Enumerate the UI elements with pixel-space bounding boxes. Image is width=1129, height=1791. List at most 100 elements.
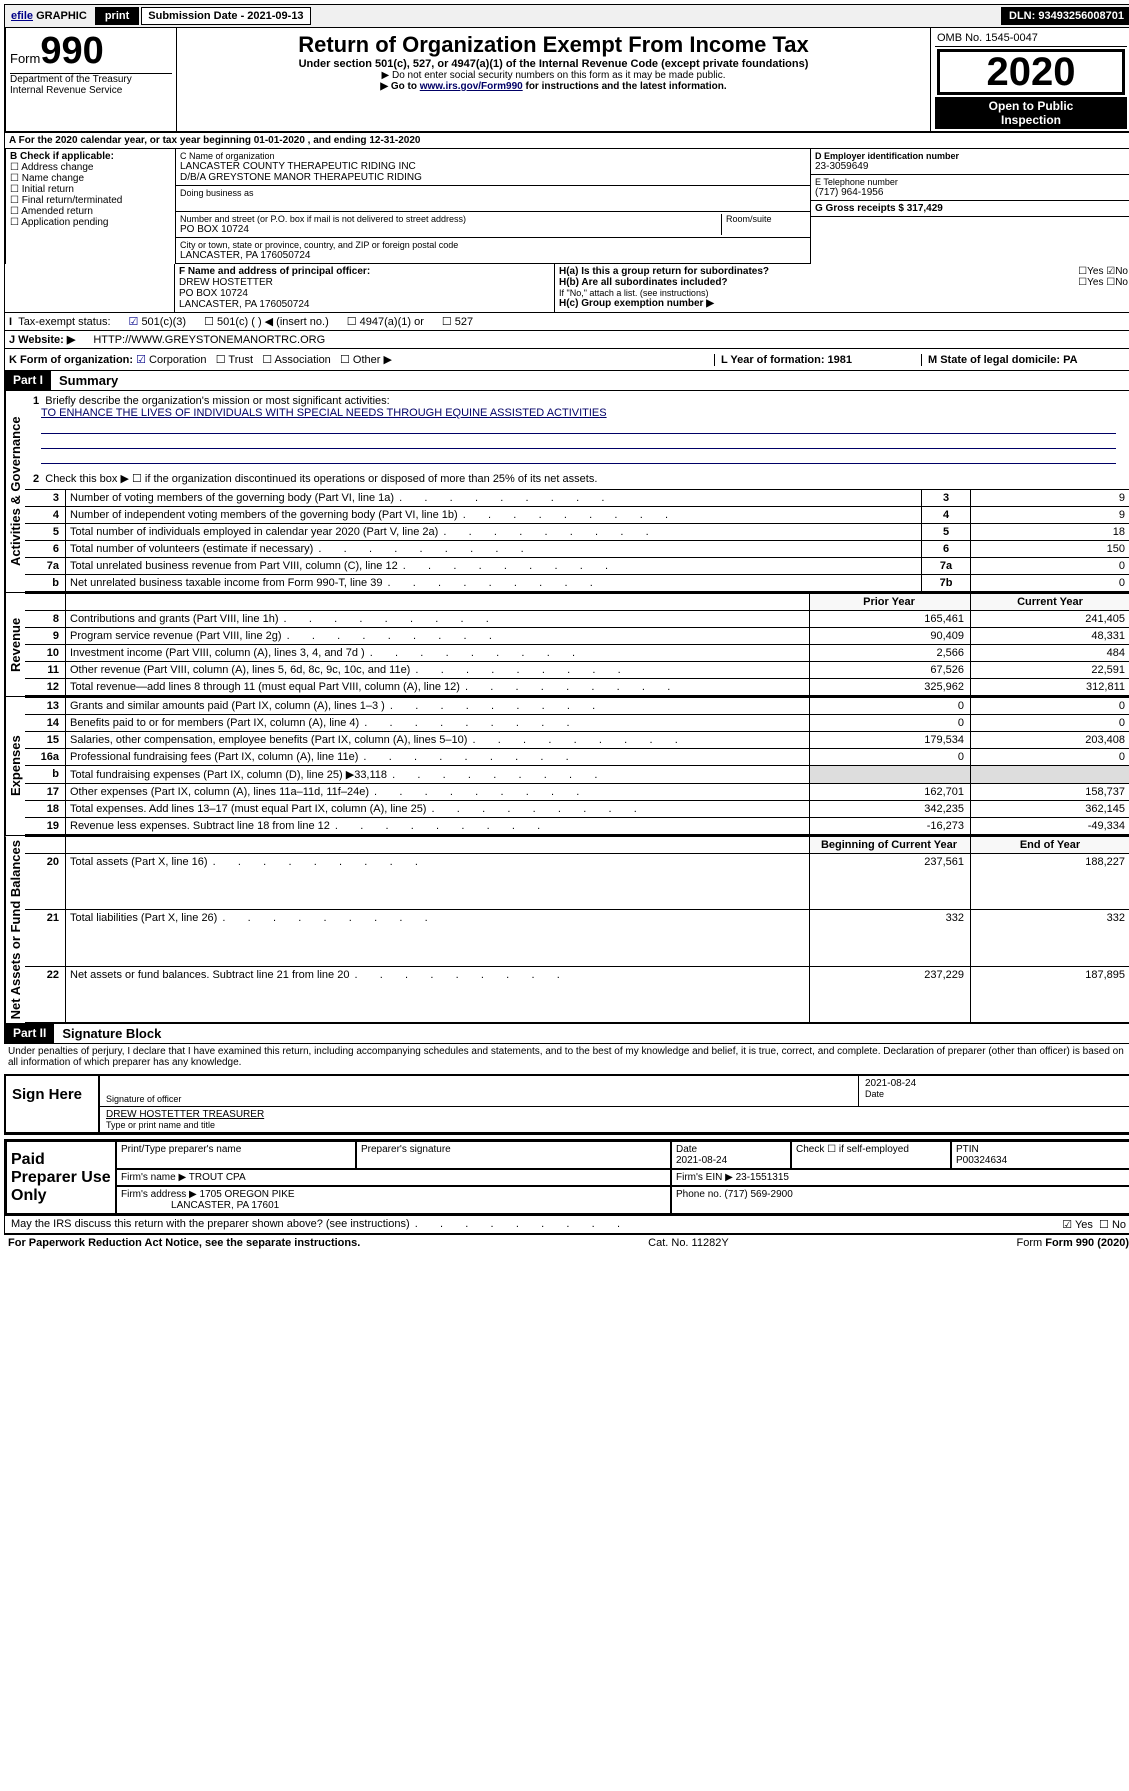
chk-amended[interactable]: Amended return <box>10 206 171 217</box>
chk-4947[interactable] <box>347 316 360 328</box>
netassets-section: Net Assets or Fund Balances Beginning of… <box>4 836 1129 1024</box>
opt-corp: Corporation <box>149 354 206 366</box>
table-row: 21 Total liabilities (Part X, line 26)33… <box>25 910 1129 966</box>
goto-link[interactable]: www.irs.gov/Form990 <box>420 81 523 92</box>
ha-yes[interactable]: Yes <box>1087 266 1103 277</box>
opt-501c3: 501(c)(3) <box>141 316 186 328</box>
hb-row: H(b) Are all subordinates included? ☐Yes… <box>559 277 1128 288</box>
prep-date-value: 2021-08-24 <box>676 1155 727 1166</box>
side-netassets: Net Assets or Fund Balances <box>5 836 25 1023</box>
tax-year: 2020 <box>937 49 1125 95</box>
governance-section: Activities & Governance 1 Briefly descri… <box>4 391 1129 593</box>
table-row: 8 Contributions and grants (Part VIII, l… <box>25 611 1129 628</box>
efile-link[interactable]: efile <box>11 10 33 22</box>
table-row: b Net unrelated business taxable income … <box>25 575 1129 592</box>
may-irs-row: May the IRS discuss this return with the… <box>4 1216 1129 1234</box>
table-row: 11 Other revenue (Part VIII, column (A),… <box>25 662 1129 679</box>
chk-527[interactable] <box>442 316 455 328</box>
may-irs-yes[interactable]: Yes <box>1075 1219 1093 1231</box>
ha-no[interactable]: No <box>1115 266 1128 277</box>
declaration-text: Under penalties of perjury, I declare th… <box>4 1044 1129 1070</box>
rev-table: Prior Year Current Year 8 Contributions … <box>25 593 1129 696</box>
addr-label: Number and street (or P.O. box if mail i… <box>180 214 721 224</box>
tel-value: (717) 964-1956 <box>815 187 1127 198</box>
officer-addr2: LANCASTER, PA 176050724 <box>179 299 550 310</box>
chk-other[interactable] <box>340 354 353 366</box>
part1-title: Summary <box>51 371 126 390</box>
table-row: 12 Total revenue—add lines 8 through 11 … <box>25 679 1129 696</box>
opt-assoc: Association <box>275 354 331 366</box>
note-goto: ▶ Go to www.irs.gov/Form990 for instruct… <box>181 81 926 92</box>
table-row: b Total fundraising expenses (Part IX, c… <box>25 766 1129 784</box>
chk-initial[interactable]: Initial return <box>10 184 171 195</box>
room-label: Room/suite <box>726 214 806 224</box>
sign-here-block: Sign Here Signature of officer 2021-08-2… <box>4 1074 1129 1135</box>
opt-4947: 4947(a)(1) or <box>360 316 424 328</box>
q2-label: Check this box ▶ ☐ if the organization d… <box>45 473 597 485</box>
row-j: J Website: ▶ HTTP://WWW.GREYSTONEMANORTR… <box>4 331 1129 349</box>
paid-preparer-block: Paid Preparer Use Only Print/Type prepar… <box>4 1139 1129 1216</box>
chk-name[interactable]: Name change <box>10 173 171 184</box>
q1-label: Briefly describe the organization's miss… <box>45 395 389 407</box>
dln-label: DLN: 93493256008701 <box>1001 7 1129 25</box>
hb-no[interactable]: No <box>1115 277 1128 288</box>
dba-label: Doing business as <box>180 188 806 198</box>
firm-name-label: Firm's name ▶ <box>121 1172 186 1183</box>
table-row: 14 Benefits paid to or for members (Part… <box>25 715 1129 732</box>
chk-501c[interactable] <box>204 316 217 328</box>
goto-post: for instructions and the latest informat… <box>523 81 727 92</box>
part2-title: Signature Block <box>54 1024 169 1043</box>
table-row: 10 Investment income (Part VIII, column … <box>25 645 1129 662</box>
form-header: Form990 Department of the Treasury Inter… <box>4 28 1129 133</box>
side-revenue: Revenue <box>5 593 25 696</box>
submission-date: Submission Date - 2021-09-13 <box>141 7 310 25</box>
table-row: 4 Number of independent voting members o… <box>25 507 1129 524</box>
net-table: Beginning of Current Year End of Year 20… <box>25 836 1129 1023</box>
firm-addr2: LANCASTER, PA 17601 <box>171 1200 279 1211</box>
row-a-year: A For the 2020 calendar year, or tax yea… <box>4 133 1129 149</box>
expense-section: Expenses 13 Grants and similar amounts p… <box>4 697 1129 836</box>
year-formation: L Year of formation: 1981 <box>714 354 921 366</box>
chk-pending[interactable]: Application pending <box>10 217 171 228</box>
omb-number: OMB No. 1545-0047 <box>935 30 1127 47</box>
firm-ein: Firm's EIN ▶ 23-1551315 <box>671 1169 1129 1186</box>
opt-trust: Trust <box>228 354 253 366</box>
ha-row: H(a) Is this a group return for subordin… <box>559 266 1128 277</box>
state-domicile: M State of legal domicile: PA <box>921 354 1128 366</box>
org-city: LANCASTER, PA 176050724 <box>180 250 806 261</box>
hb-label: H(b) Are all subordinates included? <box>559 277 728 288</box>
sig-date-value: 2021-08-24 <box>865 1078 1125 1089</box>
print-button[interactable]: print <box>95 7 139 25</box>
chk-final[interactable]: Final return/terminated <box>10 195 171 206</box>
website-label: J Website: ▶ <box>9 333 75 346</box>
table-row: 19 Revenue less expenses. Subtract line … <box>25 818 1129 835</box>
exp-table: 13 Grants and similar amounts paid (Part… <box>25 697 1129 835</box>
paperwork-notice: For Paperwork Reduction Act Notice, see … <box>8 1237 360 1249</box>
org-addr: PO BOX 10724 <box>180 224 721 235</box>
chk-assoc[interactable] <box>262 354 274 366</box>
may-irs-no[interactable]: No <box>1112 1219 1126 1231</box>
may-irs-label: May the IRS discuss this return with the… <box>11 1218 410 1230</box>
chk-501c3[interactable] <box>129 316 142 328</box>
form-990-big: 990 <box>40 30 103 72</box>
b-title: B Check if applicable: <box>10 151 171 162</box>
table-row: 22 Net assets or fund balances. Subtract… <box>25 966 1129 1022</box>
footer: For Paperwork Reduction Act Notice, see … <box>4 1234 1129 1251</box>
chk-corp[interactable] <box>136 354 149 366</box>
f-label: F Name and address of principal officer: <box>179 266 550 277</box>
part2-header: Part II Signature Block <box>4 1024 1129 1044</box>
paid-label: Paid Preparer Use Only <box>6 1141 116 1214</box>
top-bar: efile GRAPHIC print Submission Date - 20… <box>4 4 1129 28</box>
row-i: I Tax-exempt status: 501(c)(3) 501(c) ( … <box>4 313 1129 331</box>
ptin-label: PTIN <box>956 1144 979 1155</box>
self-employed-check[interactable]: Check ☐ if self-employed <box>791 1141 951 1169</box>
open-public: Open to Public Inspection <box>935 97 1127 129</box>
side-governance: Activities & Governance <box>5 391 25 592</box>
chk-address[interactable]: Address change <box>10 162 171 173</box>
tax-status-label: Tax-exempt status: <box>18 316 110 328</box>
prep-date-label: Date <box>676 1144 697 1155</box>
hb-yes[interactable]: Yes <box>1087 277 1103 288</box>
chk-trust[interactable] <box>216 354 229 366</box>
cat-number: Cat. No. 11282Y <box>648 1237 729 1249</box>
k-label: K Form of organization: <box>9 354 133 366</box>
